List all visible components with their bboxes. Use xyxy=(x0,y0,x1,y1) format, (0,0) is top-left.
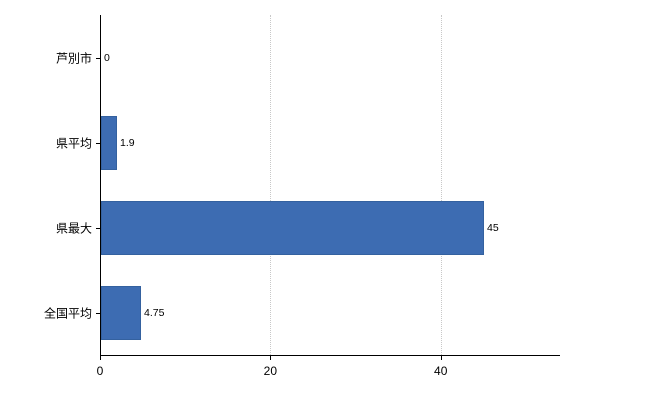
y-axis-tick xyxy=(96,143,100,144)
value-label: 45 xyxy=(487,221,499,234)
category-label: 芦別市 xyxy=(55,51,92,65)
y-axis-tick xyxy=(96,228,100,229)
vertical-gridline xyxy=(440,15,442,355)
vertical-gridline xyxy=(270,15,272,355)
bar xyxy=(101,201,484,255)
x-tick-label: 0 xyxy=(96,364,104,378)
value-label: 4.75 xyxy=(144,306,165,319)
category-label: 県最大 xyxy=(55,221,92,235)
y-axis-line xyxy=(100,15,101,355)
x-tick-label: 40 xyxy=(434,364,448,378)
x-axis-tick xyxy=(100,356,101,360)
y-axis-tick xyxy=(96,58,100,59)
x-axis-tick xyxy=(440,356,442,360)
value-label: 0 xyxy=(104,51,110,64)
category-label: 全国平均 xyxy=(43,306,92,320)
x-axis-tick xyxy=(270,356,272,360)
y-axis-tick xyxy=(96,313,100,314)
value-label: 1.9 xyxy=(120,136,135,149)
bar xyxy=(101,286,141,340)
category-label: 県平均 xyxy=(55,136,92,150)
bar xyxy=(101,116,117,170)
x-axis-line xyxy=(100,355,560,356)
x-tick-label: 20 xyxy=(263,364,278,378)
